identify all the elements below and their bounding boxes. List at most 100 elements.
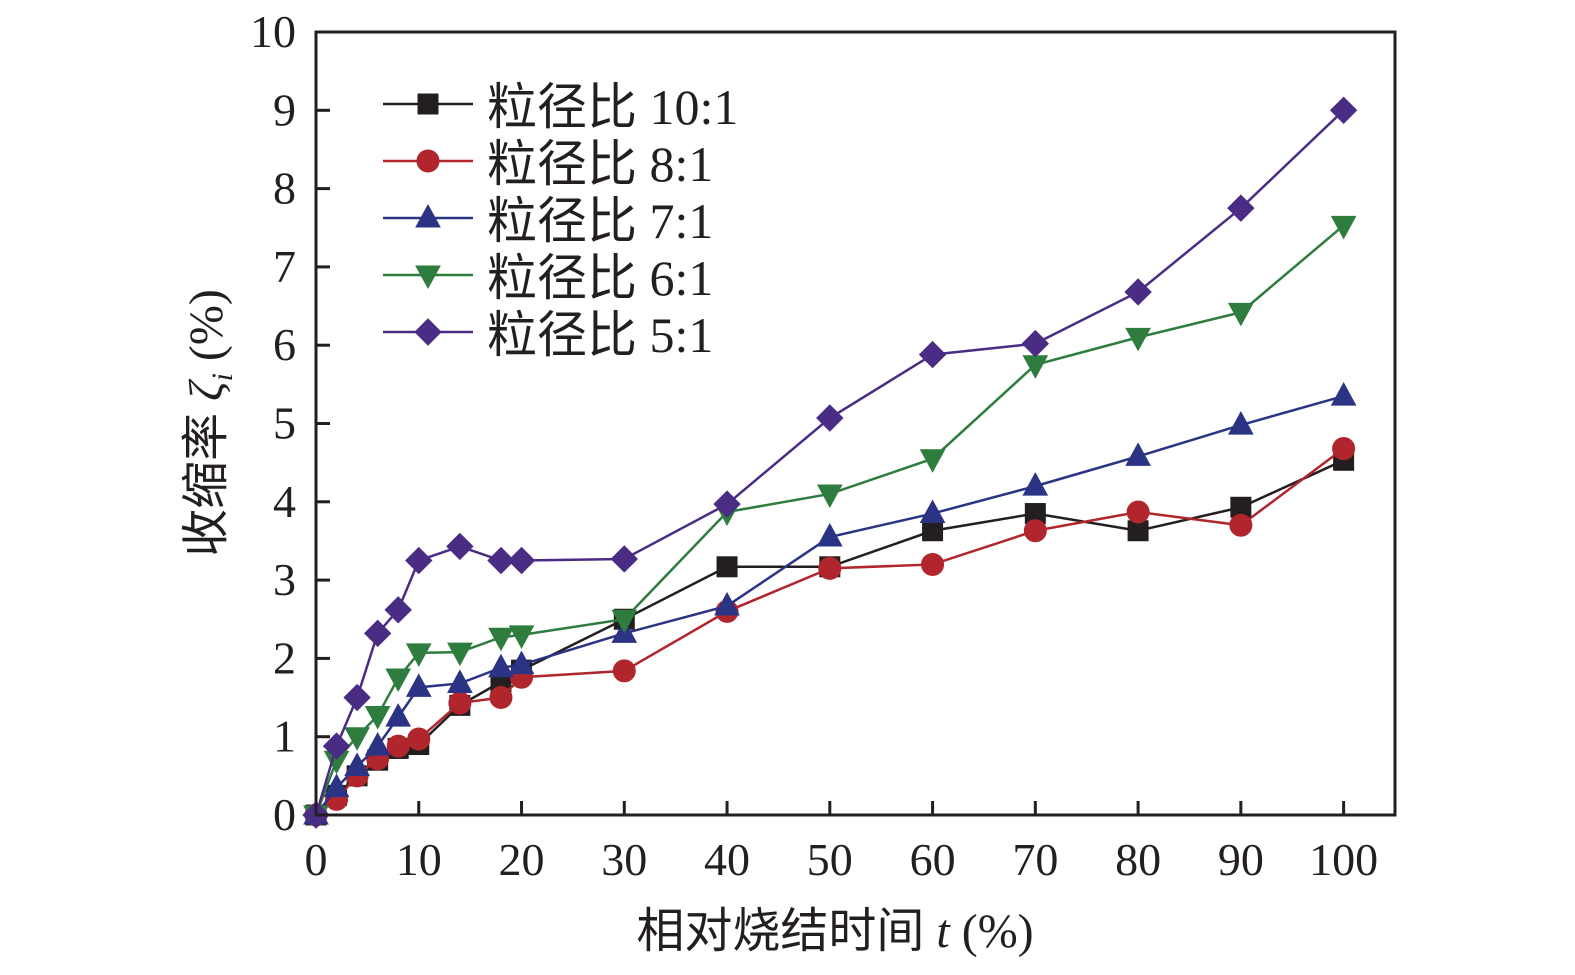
x-axis-label: 相对烧结时间 t (%)	[636, 905, 1033, 958]
data-point	[447, 669, 473, 693]
x-tick-label: 30	[601, 834, 647, 885]
legend-marker	[415, 265, 441, 290]
y-tick-label: 5	[273, 398, 296, 449]
data-point	[922, 520, 944, 542]
data-point	[364, 706, 391, 730]
legend-marker	[414, 318, 442, 346]
series-3	[303, 215, 1357, 830]
data-point	[1127, 520, 1149, 542]
legend-item: 粒径比 8:1	[383, 136, 713, 192]
data-point	[1125, 442, 1151, 466]
data-point	[1126, 500, 1150, 524]
data-point	[448, 691, 472, 715]
x-tick-label: 60	[910, 834, 956, 885]
x-tick-label: 70	[1012, 834, 1058, 885]
data-point	[1021, 329, 1050, 358]
data-point	[446, 532, 474, 561]
y-tick-label: 3	[273, 554, 296, 605]
data-point	[385, 668, 412, 693]
legend-label: 粒径比 5:1	[487, 307, 713, 363]
data-point	[508, 650, 535, 675]
y-tick-label: 4	[273, 476, 296, 527]
data-point	[1332, 437, 1356, 461]
data-point	[386, 734, 410, 758]
data-point	[818, 556, 842, 580]
x-tick-label: 80	[1115, 834, 1161, 885]
data-point	[405, 643, 432, 667]
y-tick-label: 6	[273, 319, 296, 370]
legend-item: 粒径比 10:1	[383, 79, 738, 135]
legend-label: 粒径比 8:1	[487, 136, 713, 192]
data-point	[816, 404, 844, 432]
data-point	[322, 732, 351, 760]
legend-item: 粒径比 7:1	[383, 193, 713, 249]
y-tick-label: 10	[250, 6, 296, 57]
data-point	[816, 522, 843, 547]
data-point	[488, 627, 514, 652]
data-point	[385, 703, 412, 727]
data-point	[407, 727, 431, 751]
series-layer	[302, 96, 1358, 830]
legend-item: 粒径比 5:1	[383, 307, 713, 363]
data-point	[919, 499, 946, 524]
y-tick-label: 9	[273, 84, 296, 135]
data-point	[611, 609, 638, 634]
data-point	[1228, 411, 1254, 435]
y-tick-label: 0	[273, 789, 296, 840]
data-point	[1227, 194, 1255, 222]
data-point	[508, 625, 535, 649]
x-tick-label: 0	[305, 834, 328, 885]
y-tick-label: 8	[273, 163, 296, 214]
data-point	[918, 340, 947, 369]
data-point	[1022, 472, 1049, 496]
data-point	[507, 546, 536, 575]
series-line	[315, 459, 1345, 816]
legend-marker	[417, 93, 439, 115]
x-tick-label: 90	[1218, 834, 1264, 885]
data-point	[1022, 355, 1049, 379]
axis-ticks: 0 10 20 30 40 50 60 70 80 90 100 0 1 2 3 4 5 6 7 8 9 10	[250, 6, 1378, 885]
plot-frame	[314, 30, 1397, 817]
data-point	[364, 732, 391, 756]
data-point	[1329, 96, 1358, 125]
data-point	[344, 752, 370, 776]
x-tick-label: 100	[1309, 834, 1378, 885]
legend-label: 粒径比 6:1	[487, 250, 713, 306]
legend-label: 粒径比 10:1	[487, 79, 738, 135]
data-point	[487, 546, 515, 575]
data-point	[405, 673, 432, 697]
data-point	[919, 449, 946, 473]
data-point	[323, 773, 350, 798]
data-point	[363, 619, 392, 648]
data-point	[1125, 327, 1151, 352]
series-4	[302, 96, 1358, 829]
data-point	[1330, 382, 1357, 406]
data-point	[921, 552, 945, 576]
legend-item: 粒径比 6:1	[383, 250, 713, 306]
y-axis-label: 收缩率 ζi (%)	[180, 289, 243, 557]
data-point	[384, 596, 412, 624]
legend-marker	[415, 203, 441, 228]
data-point	[1228, 302, 1254, 327]
legend-marker	[416, 149, 440, 173]
data-point	[344, 727, 370, 751]
data-point	[610, 545, 638, 573]
data-point	[716, 556, 738, 578]
data-point	[714, 591, 740, 616]
y-tick-label: 7	[273, 241, 296, 292]
x-tick-label: 40	[704, 834, 750, 885]
data-point	[447, 642, 473, 667]
series-line	[314, 394, 1344, 816]
data-point	[713, 490, 741, 518]
data-point	[405, 546, 433, 575]
data-point	[343, 683, 371, 712]
data-point	[1330, 215, 1357, 240]
data-point	[612, 659, 636, 683]
y-tick-label: 2	[273, 632, 296, 683]
series-2	[303, 382, 1357, 825]
x-tick-label: 20	[499, 834, 545, 885]
data-point	[1229, 513, 1253, 537]
x-tick-label: 50	[807, 834, 853, 885]
